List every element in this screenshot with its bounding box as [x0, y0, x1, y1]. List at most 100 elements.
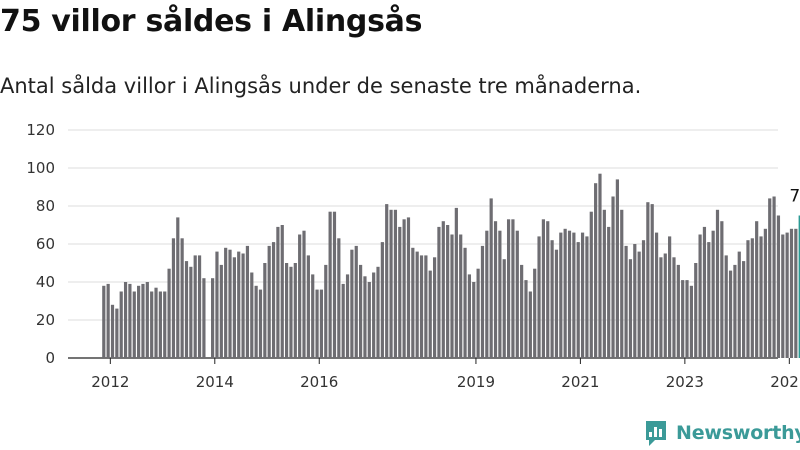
bar — [772, 196, 776, 358]
bar — [459, 234, 463, 358]
x-tick-label: 2014 — [196, 373, 234, 391]
bar — [450, 234, 454, 358]
bar — [406, 217, 411, 358]
bar — [733, 264, 737, 358]
bar — [520, 264, 524, 358]
bar — [123, 282, 128, 358]
bar — [345, 274, 350, 358]
bar — [737, 251, 741, 358]
bar — [550, 240, 554, 358]
x-tick-label: 2023 — [666, 373, 704, 391]
bar — [676, 264, 680, 358]
bar — [215, 251, 219, 358]
bar — [306, 255, 310, 358]
x-tick-label: 2016 — [300, 373, 338, 391]
bar — [641, 240, 646, 358]
bar — [594, 183, 598, 358]
bar — [633, 244, 637, 358]
x-axis-ticks: 2012 2014 2016 2019 2021 2023 2025 — [91, 358, 800, 391]
bar — [681, 280, 685, 358]
bar — [637, 251, 641, 358]
x-tick-label: 2019 — [457, 373, 495, 391]
bar — [720, 221, 724, 358]
bar — [106, 283, 110, 358]
bar — [398, 226, 402, 358]
bar — [650, 204, 654, 358]
bar — [293, 263, 297, 358]
bar — [176, 217, 180, 358]
bar — [432, 257, 437, 358]
bar — [694, 263, 698, 358]
bar — [402, 219, 406, 358]
y-tick-label: 120 — [26, 121, 55, 139]
bar — [654, 232, 659, 358]
bar — [541, 219, 545, 358]
bar — [276, 226, 280, 358]
bar — [102, 285, 106, 358]
bar — [280, 225, 284, 358]
bar — [576, 242, 580, 358]
bar — [437, 226, 441, 358]
bar — [258, 289, 263, 358]
y-tick-label: 20 — [36, 311, 55, 329]
bar — [476, 268, 480, 358]
bar — [572, 232, 576, 358]
bar — [620, 209, 624, 358]
bar — [668, 236, 672, 358]
annotations: 75 — [789, 187, 800, 207]
bar — [454, 207, 458, 358]
bar — [602, 209, 606, 358]
x-tick-label: 2012 — [91, 373, 129, 391]
bar — [154, 287, 158, 358]
bar — [389, 209, 393, 358]
bar — [424, 255, 428, 358]
bar — [315, 289, 319, 358]
bar — [302, 230, 306, 358]
bar-latest — [798, 215, 800, 358]
bar — [567, 230, 572, 358]
bar — [580, 232, 585, 358]
bar — [267, 245, 271, 358]
bar — [698, 234, 702, 358]
bar — [254, 285, 258, 358]
bar — [324, 264, 328, 358]
bar — [515, 230, 519, 358]
bar — [785, 232, 789, 358]
bar — [585, 236, 589, 358]
bar — [167, 268, 171, 358]
bar — [750, 238, 754, 358]
bar — [533, 268, 537, 358]
bar — [193, 255, 197, 358]
bar — [110, 304, 115, 358]
bar — [354, 245, 358, 358]
bar — [197, 255, 202, 358]
bar — [485, 230, 489, 358]
newsworthy-brand[interactable]: Newsworthy — [644, 419, 800, 447]
page-title: 75 villor såldes i Alingsås — [0, 4, 423, 39]
bar — [598, 173, 602, 358]
bar — [789, 228, 794, 358]
bar — [219, 264, 223, 358]
bar — [672, 257, 676, 358]
bar — [189, 266, 193, 358]
bar — [776, 215, 781, 358]
y-tick-label: 40 — [36, 273, 55, 291]
bar — [328, 211, 332, 358]
bar — [141, 283, 145, 358]
bar — [263, 263, 267, 358]
bar — [685, 280, 689, 358]
bar — [472, 282, 476, 358]
bar — [589, 211, 593, 358]
bar — [463, 247, 467, 358]
bar — [446, 225, 450, 358]
bar — [628, 259, 633, 358]
bar — [498, 230, 502, 358]
bar — [755, 221, 759, 358]
bar — [415, 251, 419, 358]
bar — [702, 226, 707, 358]
x-tick-label: 2021 — [561, 373, 599, 391]
bar — [158, 291, 162, 358]
bar — [711, 230, 715, 358]
bar — [128, 283, 132, 358]
